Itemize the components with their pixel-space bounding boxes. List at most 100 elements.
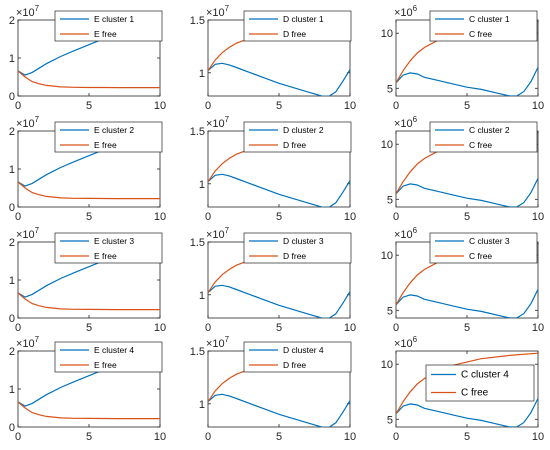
subplot-r2-c1: 0 5 10 0 1 2×107 E cluster 2 E free: [9, 115, 166, 223]
x-tick-label: 0: [15, 100, 21, 112]
x-tick-label: 0: [393, 100, 399, 112]
legend-label: C cluster 1: [469, 14, 510, 24]
x-tick-label: 10: [532, 100, 544, 112]
legend: D cluster 2 D free: [243, 121, 352, 153]
legend: D cluster 3 D free: [243, 232, 352, 264]
subplot-r4-c1: 0 5 10 0 1 2×107 E cluster 4 E free: [9, 335, 166, 443]
legend: C cluster 2 C free: [429, 121, 538, 153]
legend-label: C cluster 3: [469, 236, 510, 246]
x-tick-label: 5: [276, 322, 282, 334]
y-exponent-label: ×107: [206, 115, 230, 130]
series-line-e-free: [18, 70, 160, 89]
legend: E cluster 2 E free: [54, 121, 163, 153]
legend-label: E cluster 1: [94, 14, 134, 24]
y-exponent-label: ×107: [206, 226, 230, 241]
series-line-c-cluster-3: [396, 289, 538, 318]
series-line-d-cluster-4: [208, 393, 350, 427]
x-tick-label: 10: [344, 322, 356, 334]
x-tick-label: 0: [205, 431, 211, 443]
series-line-c-cluster-2: [396, 178, 538, 207]
subplot-r1-c1: 0 5 10 0 1 2×107 E cluster 1 E free: [9, 4, 166, 112]
y-tick-label: 1: [9, 164, 15, 176]
y-tick-label: 0: [9, 91, 15, 103]
legend-box: [54, 121, 163, 153]
legend-label: C free: [461, 388, 489, 399]
legend-label: D cluster 3: [283, 236, 324, 246]
y-tick-label: 2: [9, 237, 15, 249]
series-line-c-cluster-1: [396, 67, 538, 96]
legend-box: [243, 10, 352, 42]
legend-box: [243, 232, 352, 264]
x-tick-label: 5: [276, 211, 282, 223]
legend-label: C cluster 2: [469, 125, 510, 135]
y-tick-label: 1: [199, 290, 205, 302]
series-line-e-free: [18, 181, 160, 200]
series-line-d-cluster-1: [208, 62, 350, 96]
x-tick-label: 0: [205, 100, 211, 112]
x-tick-label: 0: [205, 322, 211, 334]
y-tick-label: 2: [9, 15, 15, 27]
y-tick-label: 5: [387, 414, 393, 426]
y-tick-label: 10: [381, 359, 393, 371]
legend-box: [243, 121, 352, 153]
y-exponent-label: ×107: [206, 4, 230, 19]
x-tick-label: 0: [393, 211, 399, 223]
y-exponent-label: ×106: [394, 335, 418, 350]
series-line-e-free: [18, 292, 160, 311]
x-tick-label: 0: [15, 211, 21, 223]
legend-label: C free: [469, 140, 492, 150]
x-tick-label: 0: [15, 322, 21, 334]
series-line-c-cluster-4: [396, 398, 538, 427]
x-tick-label: 10: [532, 322, 544, 334]
legend-box: [54, 10, 163, 42]
legend: E cluster 3 E free: [54, 232, 163, 264]
x-tick-label: 5: [464, 322, 470, 334]
series-line-d-cluster-2: [208, 173, 350, 207]
y-tick-label: 1.5: [190, 15, 205, 27]
y-exponent-label: ×107: [16, 226, 40, 241]
legend-label: C cluster 4: [461, 370, 509, 381]
y-tick-label: 1.5: [190, 237, 205, 249]
y-tick-label: 5: [387, 305, 393, 317]
x-tick-label: 5: [464, 100, 470, 112]
y-tick-label: 0: [9, 422, 15, 434]
y-exponent-label: ×107: [16, 4, 40, 19]
legend-box: [429, 10, 538, 42]
x-tick-label: 0: [15, 431, 21, 443]
y-tick-label: 1: [199, 399, 205, 411]
y-tick-label: 10: [381, 250, 393, 262]
y-tick-label: 1.5: [190, 126, 205, 138]
y-exponent-label: ×106: [394, 115, 418, 130]
y-tick-label: 10: [381, 139, 393, 151]
legend-label: D free: [283, 360, 306, 370]
y-tick-label: 1: [9, 384, 15, 396]
legend-label: D free: [283, 140, 306, 150]
legend-box: [54, 232, 163, 264]
x-tick-label: 10: [154, 100, 166, 112]
series-line-d-cluster-3: [208, 284, 350, 318]
subplot-r4-c2: 0 5 10 1 1.5×107 D cluster 4 D free: [190, 335, 356, 443]
x-tick-label: 5: [86, 322, 92, 334]
y-tick-label: 0: [9, 313, 15, 325]
subplot-r3-c1: 0 5 10 0 1 2×107 E cluster 3 E free: [9, 226, 166, 334]
legend-label: E cluster 2: [94, 125, 134, 135]
legend-box: [425, 364, 535, 402]
legend-label: E free: [94, 360, 117, 370]
legend-box: [429, 121, 538, 153]
legend-label: D free: [283, 251, 306, 261]
legend: C cluster 3 C free: [429, 232, 538, 264]
series-line-e-free: [18, 401, 160, 420]
x-tick-label: 0: [393, 322, 399, 334]
legend-label: D cluster 4: [283, 345, 324, 355]
legend-label: D cluster 2: [283, 125, 324, 135]
x-tick-label: 0: [205, 211, 211, 223]
legend-label: E cluster 3: [94, 236, 134, 246]
legend-box: [54, 341, 163, 373]
y-tick-label: 1: [199, 68, 205, 80]
y-tick-label: 1.5: [190, 346, 205, 358]
x-tick-label: 10: [154, 431, 166, 443]
